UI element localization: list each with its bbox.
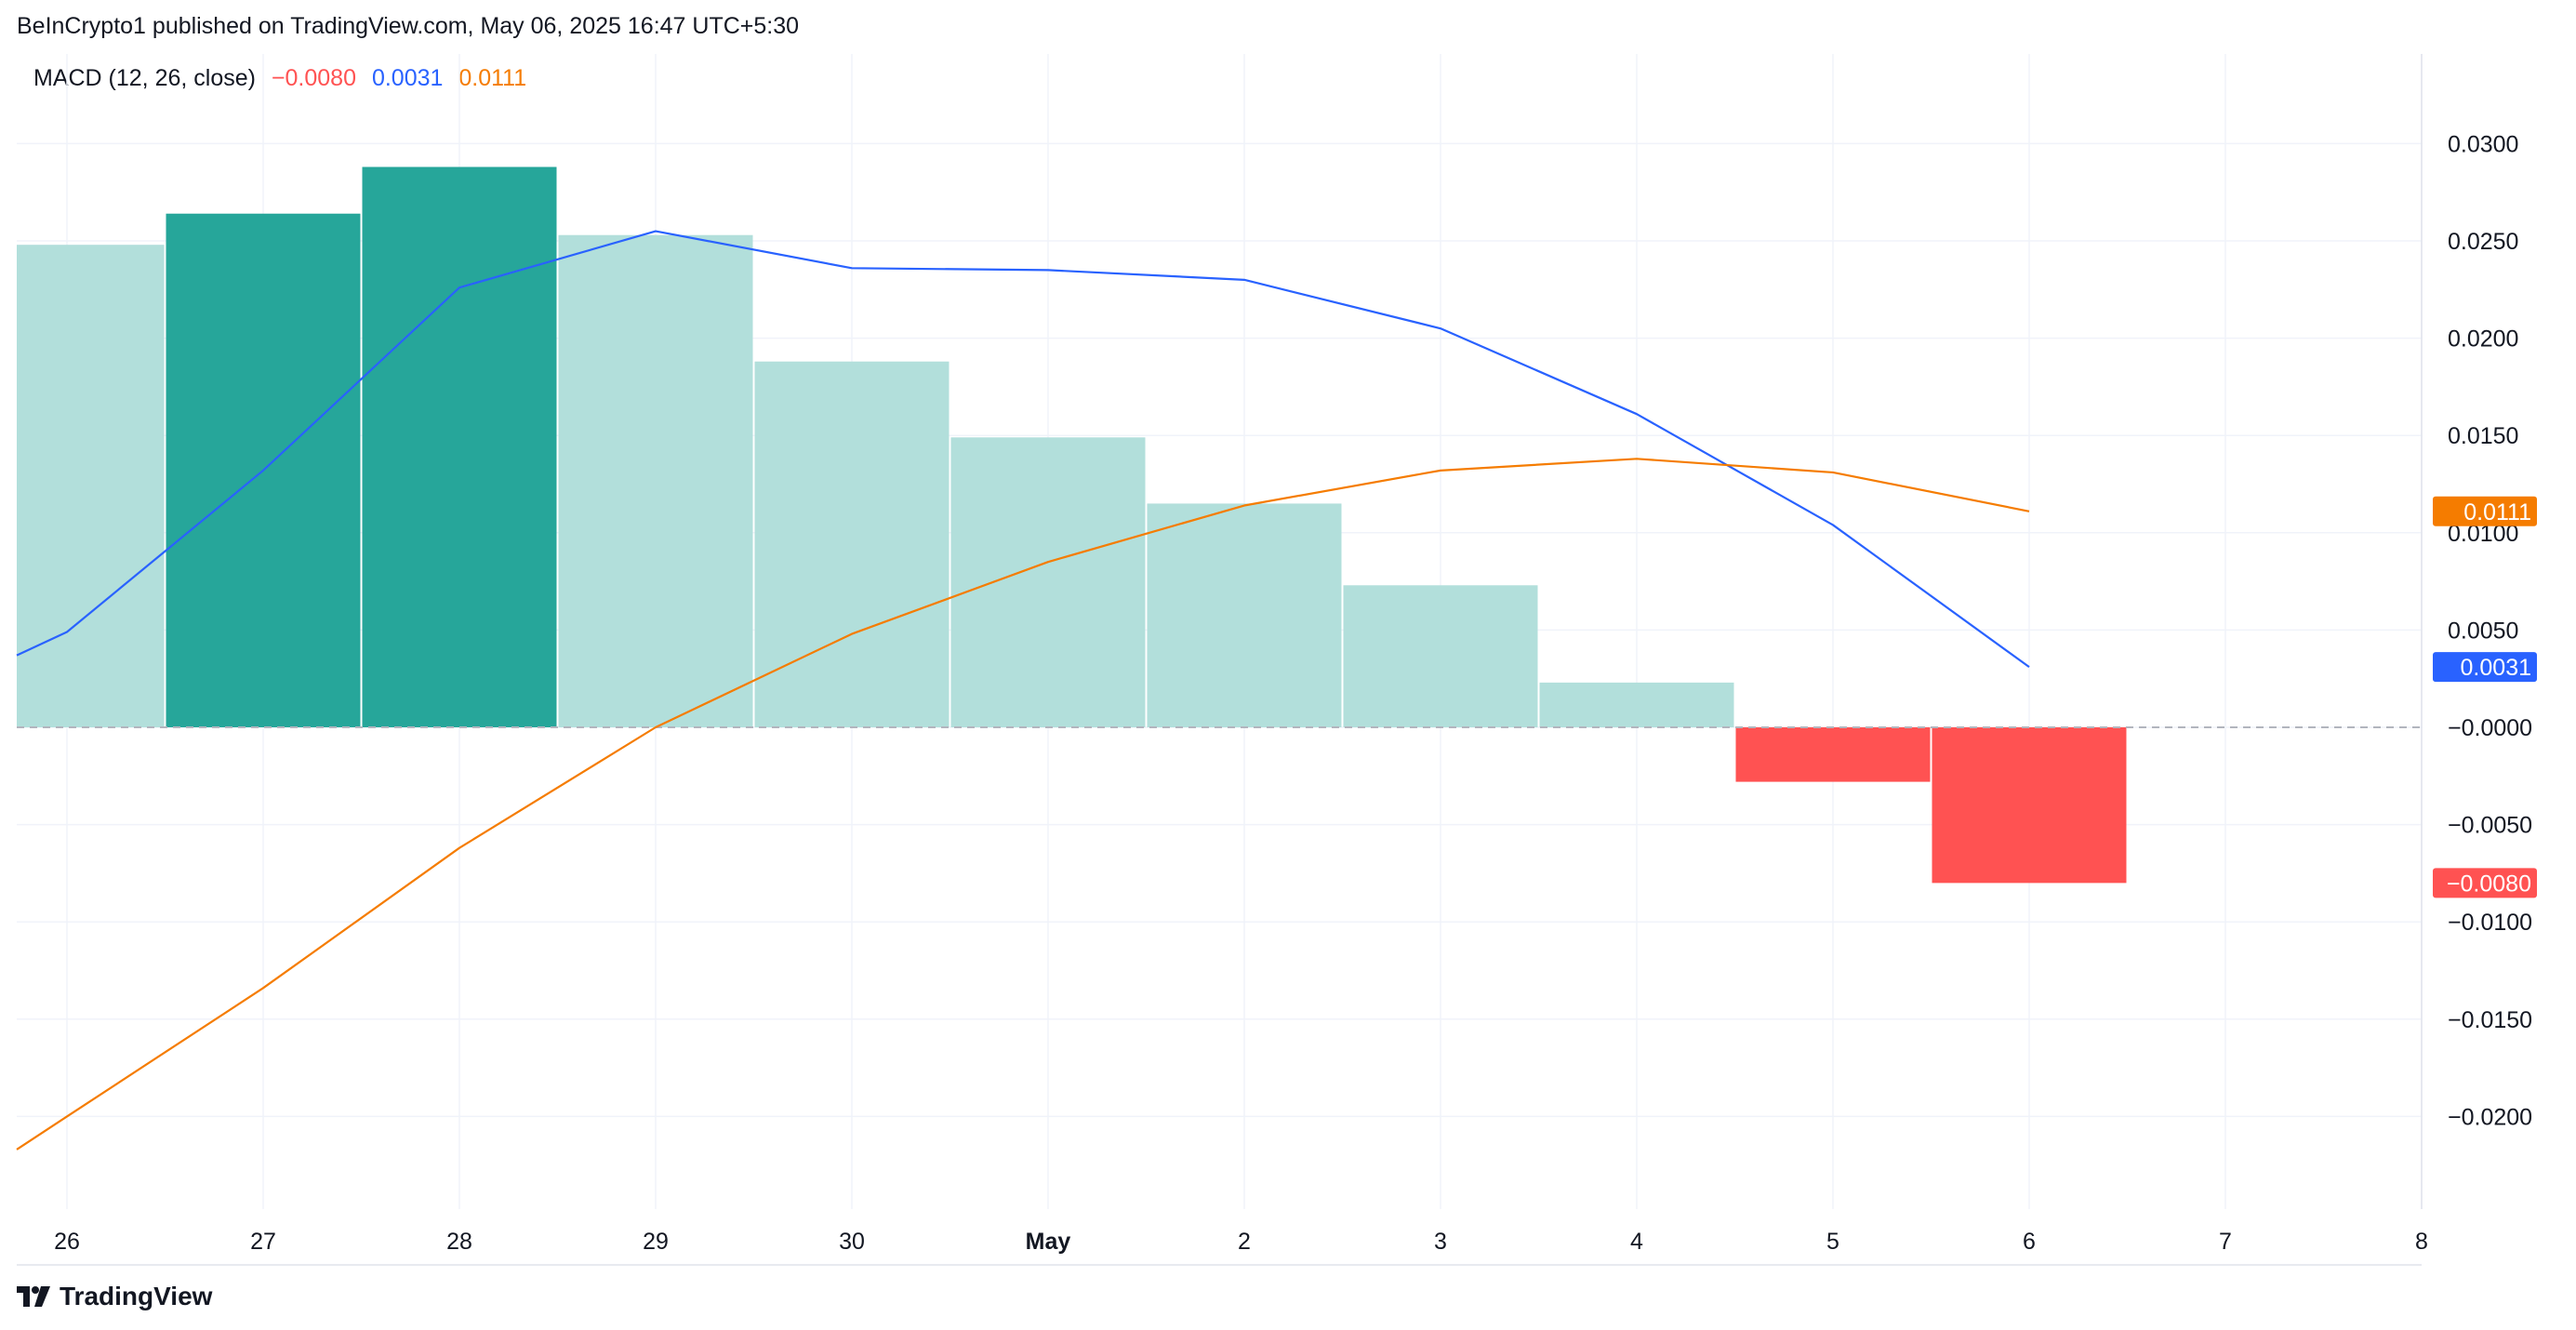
histogram-bar xyxy=(558,234,753,727)
y-tick-label: 0.0200 xyxy=(2448,326,2518,352)
x-tick-label: 3 xyxy=(1434,1229,1447,1255)
legend-macd-value: 0.0031 xyxy=(371,65,444,91)
y-tick-label: −0.0150 xyxy=(2448,1007,2532,1033)
histogram-bar xyxy=(1735,727,1931,782)
x-tick-label: 27 xyxy=(250,1229,276,1255)
price-tag xyxy=(2433,868,2537,898)
price-tag xyxy=(2433,496,2537,526)
x-tick-label: 6 xyxy=(2023,1229,2036,1255)
x-tick-label: 7 xyxy=(2219,1229,2232,1255)
y-tick-label: 0.0250 xyxy=(2448,229,2518,255)
x-tick-label: 29 xyxy=(643,1229,669,1255)
y-tick-label: −0.0050 xyxy=(2448,813,2532,839)
y-tick-label: 0.0300 xyxy=(2448,131,2518,157)
x-tick-label: 28 xyxy=(446,1229,472,1255)
histogram-bar xyxy=(950,437,1146,727)
legend-indicator-name[interactable]: MACD (12, 26, close) xyxy=(33,65,256,91)
price-tag-label: 0.0111 xyxy=(2463,499,2531,525)
y-tick-label: 0.0050 xyxy=(2448,618,2518,644)
legend-signal-value: 0.0111 xyxy=(458,65,527,91)
macd-line xyxy=(16,230,2030,669)
histogram-bar xyxy=(1343,585,1538,727)
x-tick-label: 2 xyxy=(1238,1229,1251,1255)
x-tick-label: 8 xyxy=(2415,1229,2428,1255)
histogram-bar xyxy=(362,166,557,727)
x-tick-label: May xyxy=(1026,1229,1071,1255)
y-tick-label: −0.0000 xyxy=(2448,715,2532,741)
y-tick-label: 0.0150 xyxy=(2448,423,2518,449)
histogram-bar xyxy=(1932,727,2127,884)
y-tick-label: −0.0200 xyxy=(2448,1104,2532,1130)
histogram-bar xyxy=(1147,503,1342,727)
y-tick-label: −0.0100 xyxy=(2448,910,2532,936)
tradingview-brand: TradingView xyxy=(60,1282,213,1310)
indicator-legend: MACD (12, 26, close) −0.0080 0.0031 0.01… xyxy=(33,65,536,92)
x-tick-label: 30 xyxy=(839,1229,865,1255)
x-tick-label: 26 xyxy=(54,1229,80,1255)
legend-histogram-value: −0.0080 xyxy=(271,65,356,91)
histogram-bar xyxy=(17,245,165,728)
price-tag-label: −0.0080 xyxy=(2447,871,2531,897)
footer-branding[interactable]: TradingView xyxy=(17,1282,212,1311)
price-tag-label: 0.0031 xyxy=(2461,655,2531,681)
x-tick-label: 5 xyxy=(1826,1229,1839,1255)
histogram-bar xyxy=(1539,682,1734,727)
price-tag xyxy=(2433,652,2537,683)
publish-attribution: BeInCrypto1 published on TradingView.com… xyxy=(17,13,800,39)
signal-line xyxy=(16,458,2030,1150)
histogram-bar xyxy=(754,361,949,727)
x-tick-label: 4 xyxy=(1630,1229,1643,1255)
tradingview-logo-icon xyxy=(17,1286,50,1307)
